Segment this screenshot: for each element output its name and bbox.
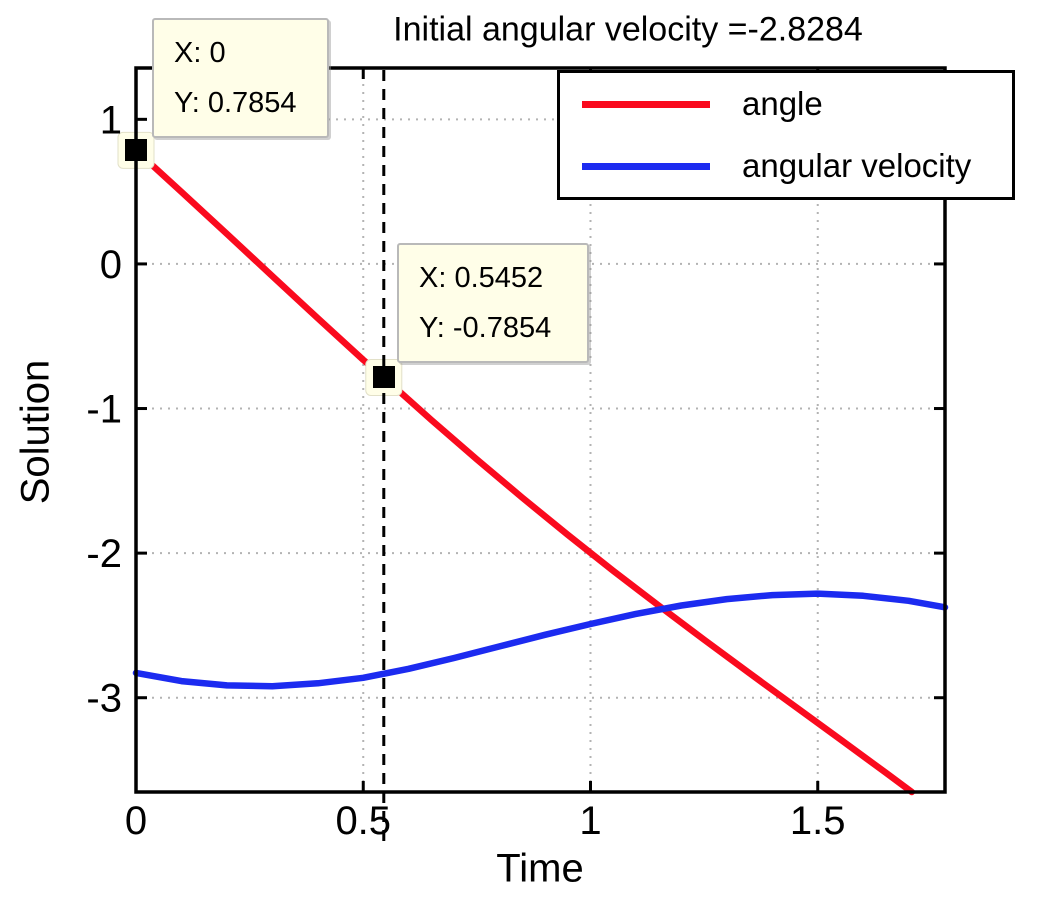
y-tick-label: -3 [86,677,122,721]
legend-box[interactable]: angle angular velocity [557,70,1015,200]
y-axis-label: Solution [13,359,58,505]
plot-box [134,66,947,794]
x-tick-label: 1.5 [790,799,846,843]
datatip-marker-square[interactable] [372,366,395,389]
axes-frame [134,66,947,794]
datatip-y-value: Y: 0.7854 [174,87,297,119]
legend-line-sample-blue [582,162,710,170]
datatip-x-value: X: 0 [174,37,226,69]
legend-label: angle [742,85,823,122]
legend-line-sample-red [582,100,710,108]
plot-title: Initial angular velocity =-2.8284 [393,10,863,49]
y-tick-label: 1 [100,98,122,142]
x-axis-label: Time [496,846,584,891]
y-tick-label: 0 [100,243,122,287]
datatip-y-value: Y: -0.7854 [419,312,552,344]
data-curves [132,147,949,796]
legend-entry-angle[interactable]: angle [560,73,1012,135]
legend-label: angular velocity [742,147,972,184]
curve-angle[interactable] [132,147,916,796]
datatip-box-1[interactable]: X: 0 Y: 0.7854 [152,18,329,138]
datatip-marker-square[interactable] [125,139,147,162]
y-tick-label: -1 [86,388,122,432]
legend-entry-angular-velocity[interactable]: angular velocity [560,135,1012,197]
datatip-box-2[interactable]: X: 0.5452 Y: -0.7854 [397,243,589,363]
x-tick-label: 0.5 [335,799,391,843]
curve-angular-velocity[interactable] [132,590,949,690]
datatip-x-value: X: 0.5452 [419,262,544,294]
x-tick-label: 1 [579,799,601,843]
y-tick-label: -2 [86,532,122,576]
tick-labels: 0 0.5 1 1.5 1 0 -1 -2 -3 [86,98,845,843]
x-tick-label: 0 [125,799,147,843]
